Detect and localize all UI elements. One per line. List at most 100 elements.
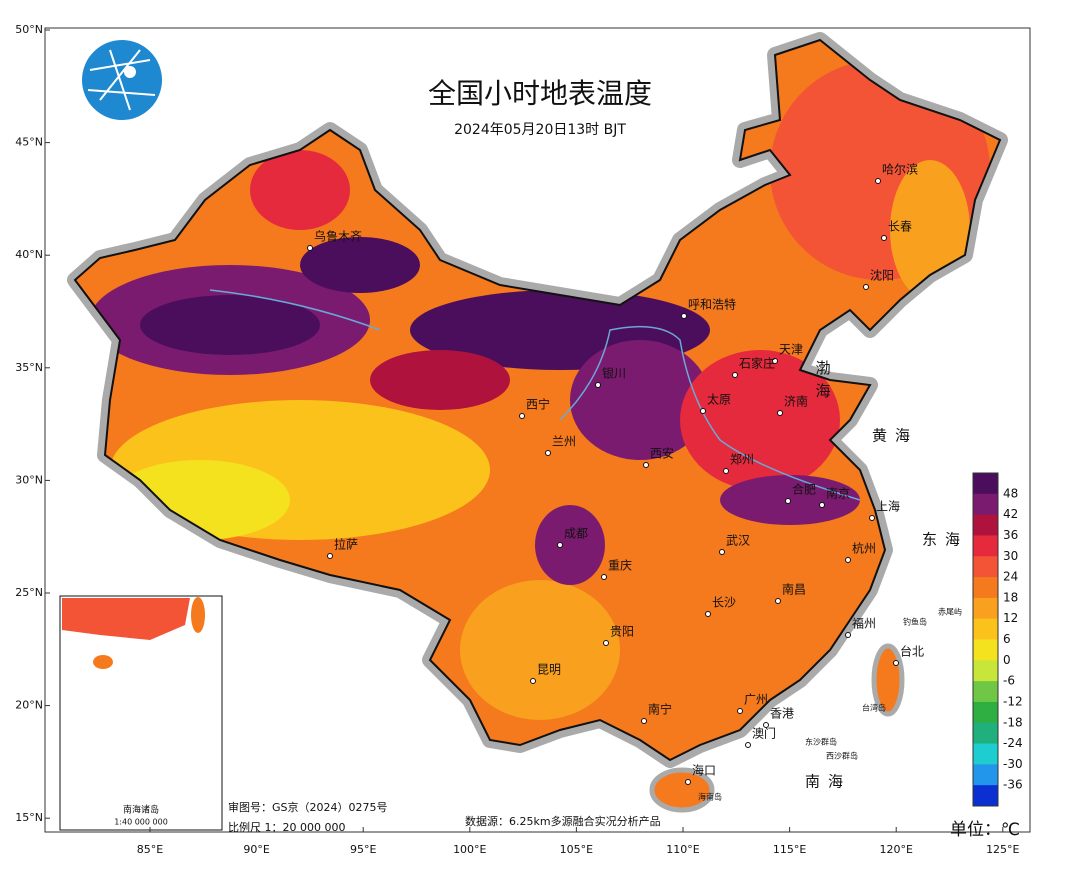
legend-label: -12 bbox=[1003, 694, 1023, 708]
city-marker bbox=[705, 611, 711, 617]
city-label: 香港 bbox=[770, 707, 794, 721]
inset-land bbox=[62, 598, 190, 640]
city-marker bbox=[700, 408, 706, 414]
legend-swatch bbox=[973, 785, 998, 807]
latitude-label: 15°N bbox=[15, 811, 43, 824]
city-marker bbox=[875, 178, 881, 184]
city-marker bbox=[719, 549, 725, 555]
legend-label: 0 bbox=[1003, 653, 1011, 667]
city-marker bbox=[745, 742, 751, 748]
longitude-label: 120°E bbox=[879, 843, 912, 856]
city-marker bbox=[763, 722, 769, 728]
island-label: 海南岛 bbox=[698, 792, 722, 802]
city-label: 郑州 bbox=[730, 452, 754, 467]
island-label: 钓鱼岛 bbox=[903, 617, 927, 627]
logo bbox=[82, 40, 162, 120]
city-label: 重庆 bbox=[608, 559, 632, 573]
approval-number: 审图号：GS京（2024）0275号 bbox=[228, 800, 388, 814]
inset-title: 南海诸岛 bbox=[123, 804, 159, 816]
city-label: 合肥 bbox=[792, 482, 816, 497]
city-label: 昆明 bbox=[537, 663, 561, 677]
city-marker bbox=[603, 640, 609, 646]
city-label: 福州 bbox=[852, 616, 876, 631]
city-marker bbox=[327, 553, 333, 559]
legend-label: 24 bbox=[1003, 570, 1018, 584]
city-label: 西安 bbox=[650, 446, 674, 461]
legend-label: 36 bbox=[1003, 528, 1018, 542]
legend-label: 12 bbox=[1003, 611, 1018, 625]
city-label: 武汉 bbox=[726, 534, 750, 548]
latitude-label: 30°N bbox=[15, 473, 43, 486]
legend-swatch bbox=[973, 597, 998, 620]
legend-label: -18 bbox=[1003, 715, 1023, 729]
legend-label: 6 bbox=[1003, 632, 1011, 646]
longitude-label: 85°E bbox=[137, 843, 163, 856]
legend-label: 18 bbox=[1003, 590, 1018, 604]
city-marker bbox=[845, 557, 851, 563]
city-label: 天津 bbox=[779, 343, 803, 357]
legend-swatch bbox=[973, 660, 998, 682]
inset-taiwan bbox=[191, 597, 205, 633]
legend-label: 48 bbox=[1003, 486, 1018, 500]
data-source: 数据源：6.25km多源融合实况分析产品 bbox=[465, 814, 661, 828]
city-label: 太原 bbox=[707, 392, 731, 407]
legend-label: 42 bbox=[1003, 507, 1018, 521]
longitude-label: 110°E bbox=[666, 843, 699, 856]
city-marker bbox=[530, 678, 536, 684]
city-marker bbox=[685, 779, 691, 785]
island-label: 赤尾屿 bbox=[938, 608, 962, 617]
city-label: 广州 bbox=[744, 693, 768, 707]
city-marker bbox=[893, 660, 899, 666]
city-label: 贵阳 bbox=[610, 625, 634, 639]
latitude-label: 50°N bbox=[15, 23, 43, 36]
legend-swatch bbox=[973, 681, 998, 703]
rivers bbox=[209, 289, 861, 501]
legend-swatch bbox=[973, 743, 998, 765]
inset-scale: 1:40 000 000 bbox=[114, 818, 168, 827]
legend-label: -24 bbox=[1003, 736, 1023, 750]
city-marker bbox=[307, 245, 313, 251]
city-marker bbox=[595, 382, 601, 388]
city-marker bbox=[869, 515, 875, 521]
city-marker bbox=[641, 718, 647, 724]
island-label: 东沙群岛 bbox=[805, 737, 837, 747]
city-marker bbox=[732, 372, 738, 378]
legend-swatch bbox=[973, 701, 998, 724]
city-marker bbox=[863, 284, 869, 290]
city-label: 银川 bbox=[602, 367, 626, 381]
legend-label: -36 bbox=[1003, 778, 1023, 792]
longitude-label: 95°E bbox=[350, 843, 376, 856]
city-label: 石家庄 bbox=[739, 356, 775, 371]
city-label: 海口 bbox=[692, 763, 716, 778]
city-label: 拉萨 bbox=[334, 537, 358, 552]
city-label: 长春 bbox=[888, 220, 912, 234]
latitude-label: 20°N bbox=[15, 699, 43, 712]
sea-label: 黄海 bbox=[872, 427, 918, 445]
map-scale: 比例尺 1：20 000 000 bbox=[228, 820, 345, 834]
legend-swatch bbox=[973, 764, 998, 786]
city-marker bbox=[545, 450, 551, 456]
legend-swatch bbox=[973, 618, 998, 640]
legend-swatch bbox=[973, 722, 998, 745]
city-label: 西宁 bbox=[526, 397, 550, 412]
national-border bbox=[73, 38, 1002, 762]
unit: 单位：℃ bbox=[950, 820, 1020, 840]
city-label: 南宁 bbox=[648, 702, 672, 717]
title: 全国小时地表温度 bbox=[428, 77, 652, 110]
island-label: 西沙群岛 bbox=[826, 751, 858, 761]
latitude-label: 25°N bbox=[15, 586, 43, 599]
inset-hainan bbox=[93, 655, 113, 669]
city-label: 杭州 bbox=[852, 541, 876, 556]
sea-label: 南海 bbox=[805, 773, 851, 791]
city-marker bbox=[643, 462, 649, 468]
hainan-island bbox=[649, 767, 715, 813]
legend-swatch bbox=[973, 514, 998, 536]
city-marker bbox=[772, 358, 778, 364]
city-label: 台北 bbox=[900, 644, 924, 659]
city-marker bbox=[557, 542, 563, 548]
sea-label: 东海 bbox=[922, 531, 968, 549]
city-marker bbox=[681, 313, 687, 319]
city-label: 澳门 bbox=[752, 726, 776, 741]
city-marker bbox=[775, 598, 781, 604]
legend-swatch bbox=[973, 577, 998, 599]
